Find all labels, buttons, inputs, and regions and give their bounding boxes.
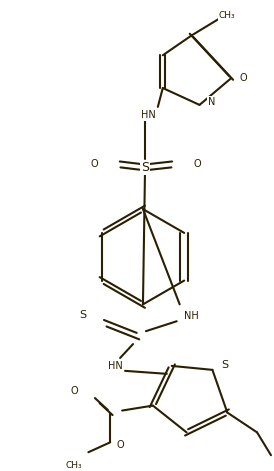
Text: S: S xyxy=(141,161,149,174)
Text: S: S xyxy=(221,360,228,370)
Text: O: O xyxy=(116,440,124,450)
Text: O: O xyxy=(194,160,201,170)
Text: HN: HN xyxy=(141,110,155,120)
Text: CH₃: CH₃ xyxy=(65,461,82,470)
Text: O: O xyxy=(71,386,78,396)
Text: O: O xyxy=(90,160,98,170)
Text: S: S xyxy=(79,310,86,320)
Text: O: O xyxy=(239,73,247,83)
Text: NH: NH xyxy=(184,311,199,321)
Text: HN: HN xyxy=(108,361,122,371)
Text: N: N xyxy=(208,97,215,107)
Text: CH₃: CH₃ xyxy=(219,11,236,20)
